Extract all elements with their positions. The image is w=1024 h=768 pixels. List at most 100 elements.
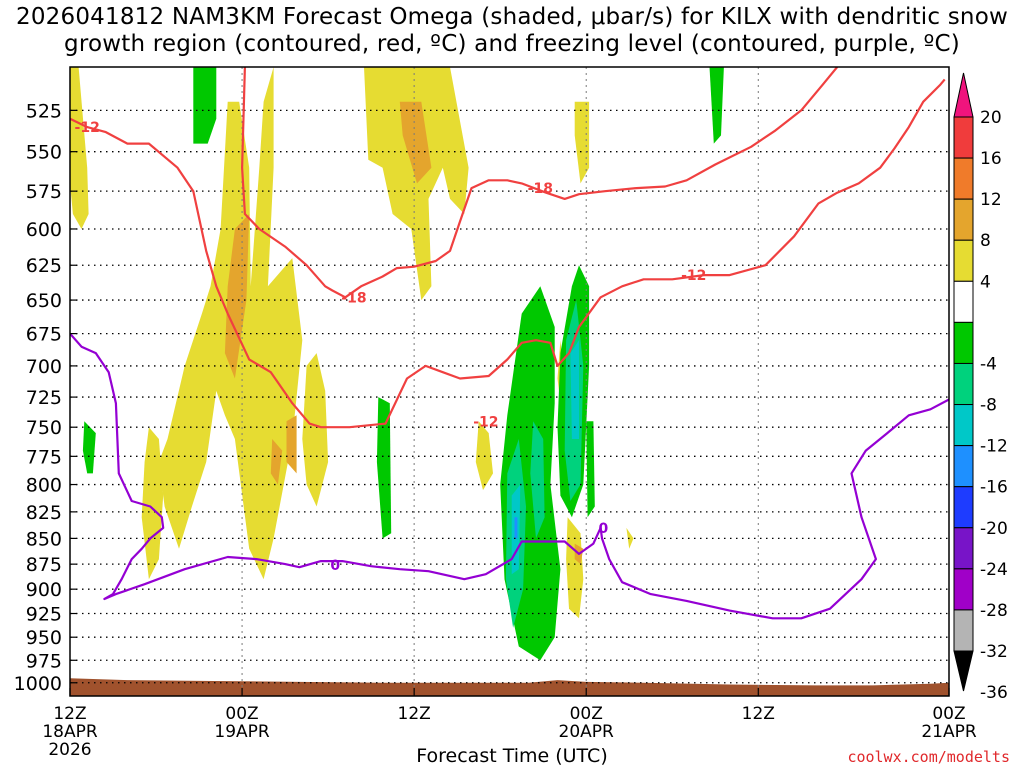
colorbar-label--24: -24 xyxy=(980,560,1008,580)
colorbar: 20 16 12 8 4 -4 -8 -12 -16 -20 -24 -28 -32 -36 xyxy=(953,72,1008,703)
y-tick-label-875: 875 xyxy=(26,554,62,576)
omega-region-17 xyxy=(82,421,96,474)
omega-region-12 xyxy=(286,415,297,474)
omega-region-23 xyxy=(530,421,545,539)
credit-link[interactable]: coolwx.com/modelts xyxy=(847,748,1010,766)
freezing-contour xyxy=(70,332,949,620)
y-axis: 525 550 575 600 625 650 675 700 725 750 775 800 825 8… xyxy=(14,100,77,695)
temp-contour-label-m12-c: -12 xyxy=(681,268,706,284)
omega-region-26 xyxy=(570,340,579,439)
colorbar-label-20: 20 xyxy=(980,108,1002,128)
colorbar-bin--20--16 xyxy=(953,445,974,488)
temp-contour-label-m18: -18 xyxy=(341,290,366,306)
y-tick-label-650: 650 xyxy=(26,290,62,312)
y-tick-label-675: 675 xyxy=(26,324,62,346)
omega-region-15 xyxy=(193,67,217,144)
colorbar-bottom-arrow xyxy=(953,650,974,692)
x-tick-label-48-0: 12Z xyxy=(742,704,775,724)
contour-layer xyxy=(70,67,949,620)
omega-region-27 xyxy=(514,517,518,539)
temp-contour-m12 xyxy=(70,78,946,429)
colorbar-label--16: -16 xyxy=(980,478,1008,498)
terrain-layer xyxy=(70,678,949,696)
colorbar-bin--28--24 xyxy=(953,527,974,570)
y-tick-label-575: 575 xyxy=(26,181,62,203)
colorbar-bin--36--32 xyxy=(953,609,974,652)
x-tick-label-12-0: 00Z xyxy=(225,704,258,724)
omega-region-3 xyxy=(302,353,329,507)
y-tick-label-850: 850 xyxy=(26,528,62,550)
omega-region-16 xyxy=(709,67,724,144)
colorbar-bin--4-4 xyxy=(953,280,974,323)
omega-region-18 xyxy=(376,397,392,539)
omega-region-6 xyxy=(574,101,590,184)
y-tick-label-600: 600 xyxy=(26,219,62,241)
omega-region-0 xyxy=(70,67,89,229)
temp-contour-label-m18-b: -18 xyxy=(528,181,553,197)
terrain-area xyxy=(70,678,949,696)
colorbar-label--12: -12 xyxy=(980,437,1008,457)
temp-contour-label-m12-b: -12 xyxy=(473,414,498,430)
colorbar-bin-16-20 xyxy=(953,116,974,159)
y-tick-label-550: 550 xyxy=(26,142,62,164)
y-tick-label-750: 750 xyxy=(26,417,62,439)
y-tick-label-775: 775 xyxy=(26,446,62,468)
omega-region-19 xyxy=(586,421,595,518)
y-tick-label-525: 525 xyxy=(26,100,62,122)
y-tick-label-1000: 1000 xyxy=(14,673,62,695)
omega-region-8 xyxy=(626,527,634,549)
y-tick-label-975: 975 xyxy=(26,650,62,672)
y-tick-label-825: 825 xyxy=(26,502,62,524)
colorbar-label--8: -8 xyxy=(980,396,997,416)
colorbar-bin--16--12 xyxy=(953,404,974,447)
colorbar-label-16: 16 xyxy=(980,149,1002,169)
freezing-label-0: 0 xyxy=(330,558,340,574)
omega-region-7 xyxy=(566,517,584,619)
colorbar-label--32: -32 xyxy=(980,642,1008,662)
plot-frame xyxy=(69,66,950,697)
title-line-1: 2026041812 NAM3KM Forecast Omega (shaded… xyxy=(16,4,1008,30)
x-tick-label-0-1: 18APR xyxy=(42,722,98,742)
colorbar-bin-8-12 xyxy=(953,198,974,241)
freezing-label-1: 0 xyxy=(599,521,609,537)
y-tick-label-725: 725 xyxy=(26,387,62,409)
colorbar-bin-4-8 xyxy=(953,239,974,282)
colorbar-label-12: 12 xyxy=(980,190,1002,210)
colorbar-label-8: 8 xyxy=(980,231,991,251)
y-tick-label-925: 925 xyxy=(26,604,62,626)
chart-title: 2026041812 NAM3KM Forecast Omega (shaded… xyxy=(0,4,1024,58)
x-tick-label-36-0: 00Z xyxy=(570,704,603,724)
title-line-2: growth region (contoured, red, ºC) and f… xyxy=(64,31,960,57)
temp-contour-label-m12: -12 xyxy=(75,120,100,136)
y-tick-label-625: 625 xyxy=(26,255,62,277)
colorbar-top-arrow xyxy=(953,72,974,118)
contour-labels: -12 -18 -12 -12 -18 0 0 xyxy=(75,120,707,574)
omega-region-11 xyxy=(399,101,432,184)
x-tick-label-0-0: 12Z xyxy=(53,704,86,724)
temp-contour-m18 xyxy=(241,67,839,299)
x-tick-label-60-1: 21APR xyxy=(921,722,977,742)
x-tick-label-36-1: 20APR xyxy=(559,722,615,742)
colorbar-label-4: 4 xyxy=(980,272,991,292)
x-tick-label-60-0: 00Z xyxy=(932,704,965,724)
y-tick-label-700: 700 xyxy=(26,356,62,378)
colorbar-bin--8--4 xyxy=(953,321,974,364)
x-tick-label-0-2: 2026 xyxy=(48,740,91,760)
colorbar-bin-12-16 xyxy=(953,157,974,200)
colorbar-bin--12--8 xyxy=(953,362,974,406)
y-tick-label-900: 900 xyxy=(26,579,62,601)
omega-region-4 xyxy=(364,67,469,301)
omega-shading xyxy=(70,67,724,661)
colorbar-bin--32--28 xyxy=(953,568,974,611)
colorbar-bin--24--20 xyxy=(953,486,974,529)
colorbar-label--36: -36 xyxy=(980,683,1008,703)
x-tick-label-12-1: 19APR xyxy=(214,722,270,742)
y-tick-label-950: 950 xyxy=(26,627,62,649)
colorbar-label--20: -20 xyxy=(980,519,1008,539)
x-tick-label-24-0: 12Z xyxy=(398,704,431,724)
colorbar-label--4: -4 xyxy=(980,354,997,374)
x-axis-title: Forecast Time (UTC) xyxy=(416,745,608,767)
omega-region-13 xyxy=(270,439,283,485)
